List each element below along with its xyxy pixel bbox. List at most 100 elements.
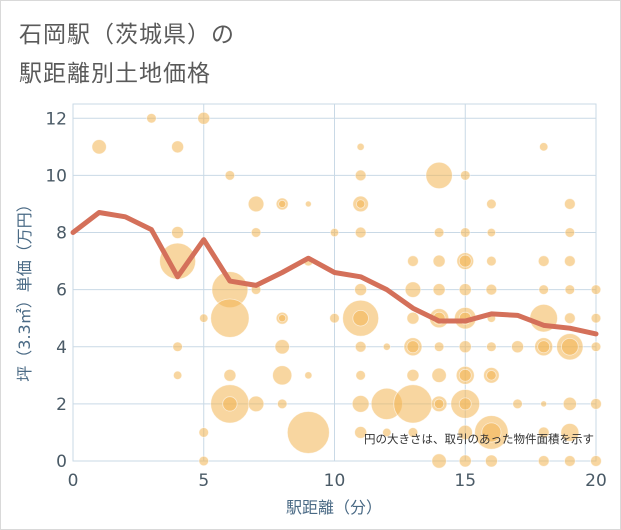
data-bubble bbox=[382, 342, 391, 351]
bubble-layer bbox=[91, 111, 602, 469]
data-bubble bbox=[146, 113, 157, 124]
data-bubble bbox=[272, 365, 293, 386]
data-bubble bbox=[393, 384, 433, 424]
y-tick-label: 6 bbox=[56, 281, 67, 301]
data-bubble bbox=[247, 395, 265, 413]
data-bubble bbox=[486, 227, 496, 238]
data-bubble bbox=[278, 199, 287, 208]
axes-layer: 0 5 10 15 20 0 2 4 6 8 10 12 bbox=[45, 109, 606, 491]
data-bubble bbox=[406, 340, 420, 354]
data-bubble bbox=[352, 310, 369, 327]
data-bubble bbox=[486, 341, 497, 352]
data-bubble bbox=[406, 311, 420, 325]
data-bubble bbox=[539, 142, 549, 152]
data-bubble bbox=[274, 339, 290, 355]
data-bubble bbox=[458, 254, 472, 268]
data-bubble bbox=[198, 455, 209, 467]
data-bubble bbox=[224, 170, 236, 181]
chart-title-line1: 石岡駅（茨城県）の bbox=[19, 22, 235, 48]
data-bubble bbox=[355, 370, 366, 381]
x-tick-label: 20 bbox=[585, 471, 607, 491]
data-bubble bbox=[250, 227, 262, 238]
x-tick-label: 15 bbox=[454, 471, 476, 491]
data-bubble bbox=[431, 367, 447, 383]
data-bubble bbox=[354, 226, 367, 239]
data-bubble bbox=[222, 396, 238, 412]
data-bubble bbox=[354, 340, 367, 353]
data-bubble bbox=[537, 426, 550, 439]
chart-title-line2: 駅距離別土地価格 bbox=[19, 61, 211, 87]
data-bubble bbox=[247, 195, 265, 213]
data-bubble bbox=[512, 398, 523, 410]
data-bubble bbox=[564, 255, 576, 267]
y-tick-label: 12 bbox=[45, 109, 67, 129]
data-bubble bbox=[304, 200, 312, 208]
x-axis-label: 駅距離（分） bbox=[286, 498, 382, 517]
data-bubble bbox=[486, 198, 497, 210]
data-bubble bbox=[304, 371, 313, 380]
data-bubble bbox=[590, 284, 602, 295]
data-bubble bbox=[458, 397, 472, 411]
data-bubble bbox=[431, 453, 447, 469]
data-bubble bbox=[172, 341, 183, 352]
data-bubble bbox=[277, 398, 288, 410]
y-tick-label: 10 bbox=[45, 166, 67, 186]
y-tick-label: 4 bbox=[56, 338, 67, 358]
data-bubble bbox=[199, 313, 209, 323]
data-bubble bbox=[458, 283, 472, 297]
x-tick-label: 5 bbox=[198, 471, 209, 491]
data-bubble bbox=[406, 368, 420, 382]
grid-layer bbox=[72, 103, 597, 462]
data-bubble bbox=[564, 312, 576, 325]
average-line-layer bbox=[70, 210, 599, 337]
bubble-size-note: 円の大きさは、取引のあった物件面積を示す bbox=[364, 432, 594, 446]
data-bubble bbox=[590, 398, 602, 410]
data-bubble bbox=[511, 340, 524, 354]
data-bubble bbox=[564, 455, 576, 467]
y-tick-label: 8 bbox=[56, 224, 67, 244]
data-bubble bbox=[329, 313, 340, 324]
data-bubble bbox=[460, 227, 471, 238]
y-tick-label: 2 bbox=[56, 395, 67, 415]
data-bubble bbox=[537, 455, 550, 467]
data-bubble bbox=[171, 226, 185, 239]
data-bubble bbox=[460, 170, 471, 181]
data-bubble bbox=[432, 254, 446, 268]
data-bubble bbox=[356, 199, 366, 209]
data-bubble bbox=[564, 284, 576, 295]
data-bubble bbox=[354, 426, 368, 439]
data-bubble bbox=[407, 427, 419, 438]
data-bubble bbox=[433, 227, 445, 238]
data-bubble bbox=[457, 424, 473, 441]
data-bubble bbox=[590, 455, 602, 467]
data-bubble bbox=[562, 396, 577, 411]
data-bubble bbox=[458, 368, 472, 382]
data-bubble bbox=[458, 340, 472, 354]
data-bubble bbox=[564, 227, 576, 238]
average-price-line bbox=[70, 210, 599, 337]
data-bubble bbox=[537, 255, 550, 267]
data-bubble bbox=[481, 422, 502, 443]
data-bubble bbox=[537, 340, 551, 354]
data-bubble bbox=[197, 111, 211, 125]
data-bubble bbox=[564, 198, 576, 210]
data-bubble bbox=[486, 255, 497, 267]
data-bubble bbox=[223, 368, 237, 382]
data-bubble bbox=[538, 284, 549, 295]
data-bubble bbox=[484, 454, 498, 468]
data-bubble bbox=[173, 370, 183, 380]
data-bubble bbox=[356, 142, 365, 151]
x-tick-label: 10 bbox=[324, 471, 346, 491]
data-bubble bbox=[329, 227, 340, 238]
data-bubble bbox=[590, 313, 602, 324]
data-bubble bbox=[354, 169, 367, 182]
data-bubble bbox=[540, 400, 548, 408]
y-axis-label: 坪（3.3㎡）単価（万円） bbox=[15, 196, 34, 381]
data-bubble bbox=[425, 161, 453, 189]
data-bubble bbox=[354, 283, 368, 297]
data-bubble bbox=[404, 281, 422, 298]
data-bubble bbox=[407, 255, 419, 267]
data-bubble bbox=[382, 427, 392, 438]
x-tick-label: 0 bbox=[68, 471, 79, 491]
